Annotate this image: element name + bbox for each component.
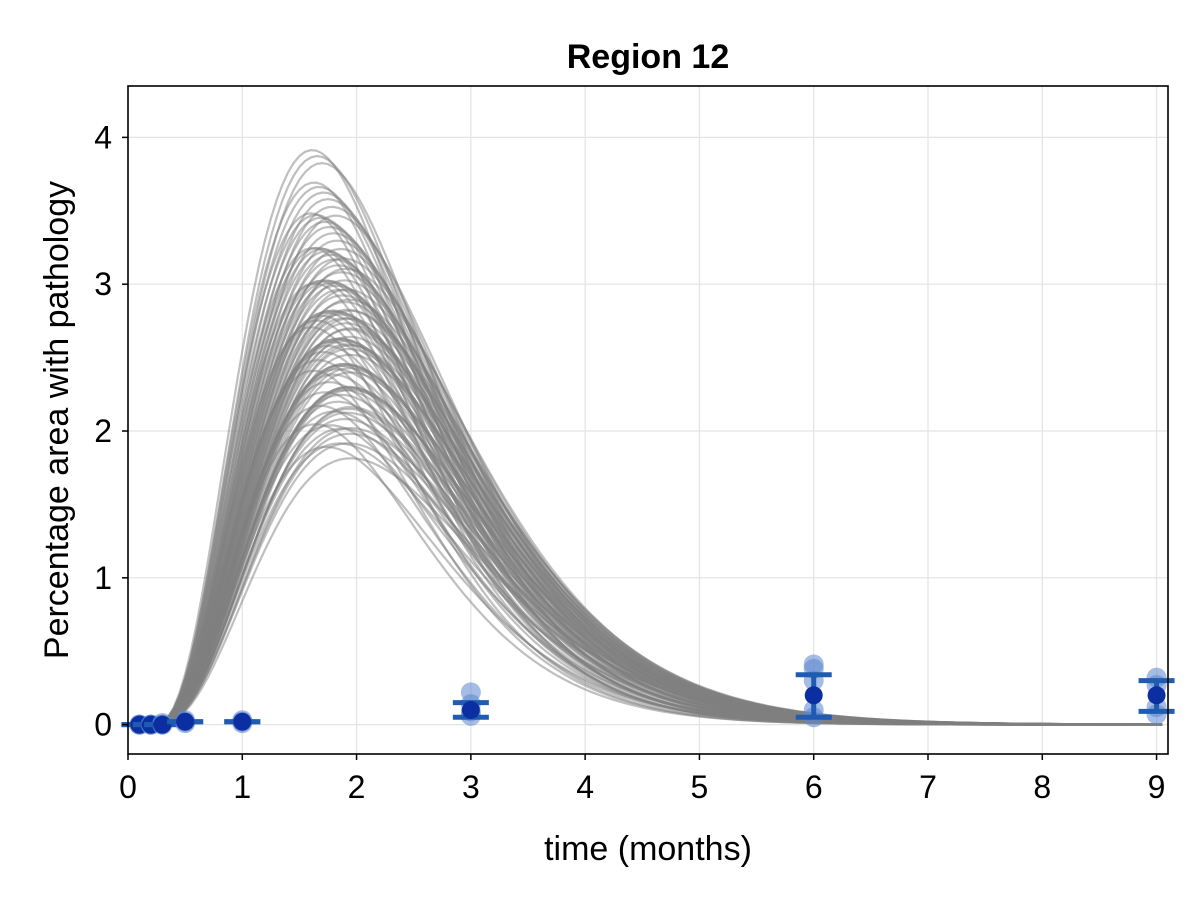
chart-title: Region 12 [567, 38, 729, 76]
y-axis-label: Percentage area with pathology [38, 181, 76, 659]
x-tick-label: 1 [233, 769, 251, 805]
y-tick-label: 2 [94, 413, 112, 449]
x-tick-label: 6 [805, 769, 823, 805]
y-tick-label: 0 [94, 707, 112, 743]
grid [127, 86, 1168, 754]
observation-point-7-5 [803, 654, 824, 675]
x-tick-label: 8 [1033, 769, 1051, 805]
x-tick-label: 5 [691, 769, 709, 805]
simulation-series-100 [128, 212, 1163, 726]
observation-mean-7 [804, 686, 823, 705]
x-tick-label: 9 [1148, 769, 1166, 805]
axes-frame [127, 85, 1169, 755]
y-tick-label: 4 [94, 119, 112, 155]
observations-group [121, 654, 1175, 735]
x-tick-label: 0 [119, 769, 137, 805]
y-tick-label: 1 [94, 560, 112, 596]
observation-mean-3 [153, 715, 172, 734]
observation-mean-6 [461, 700, 480, 719]
observation-point-6-4 [460, 682, 481, 703]
x-tick-label: 2 [348, 769, 366, 805]
observation-mean-8 [1147, 686, 1166, 705]
x-axis-label: time (months) [544, 830, 752, 868]
simulation-series-group [128, 148, 1163, 726]
observation-mean-5 [233, 712, 252, 731]
plot-area: 0 1 2 3 4 5 6 7 8 9 0 1 2 3 4 [94, 85, 1175, 805]
x-tick-label: 7 [919, 769, 937, 805]
x-tick-label: 4 [576, 769, 594, 805]
y-tick-label: 3 [94, 266, 112, 302]
ticks-group: 0 1 2 3 4 5 6 7 8 9 0 1 2 3 4 [94, 119, 1165, 805]
x-tick-label: 3 [462, 769, 480, 805]
observation-mean-4 [176, 712, 195, 731]
